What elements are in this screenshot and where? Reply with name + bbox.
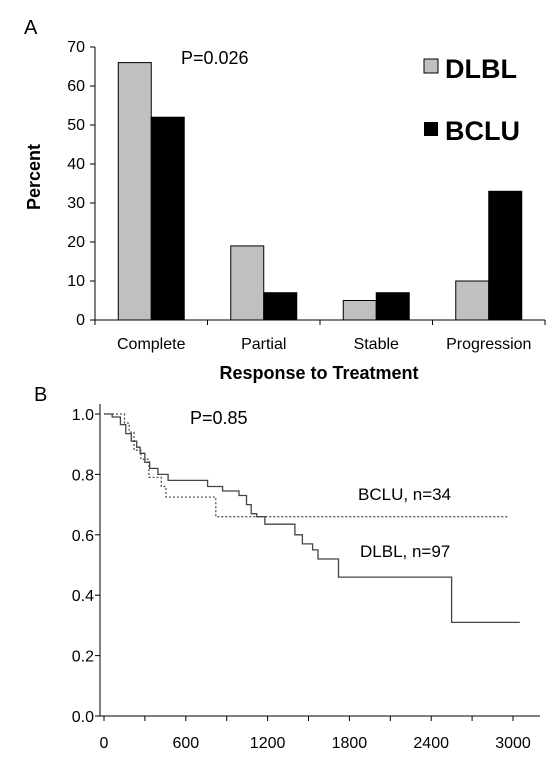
km-label-bclu: BCLU, n=34 — [358, 485, 451, 504]
bar-dlbl-partial — [230, 245, 265, 321]
panel-a-x-tick-label: Progression — [446, 336, 531, 353]
panel-a-y-tick-label: 30 — [67, 195, 85, 212]
panel-b-x-tick-label: 600 — [172, 735, 199, 752]
panel-a-x-axis-title: Response to Treatment — [219, 363, 418, 383]
panel-b-y-tick-label: 0.6 — [72, 528, 94, 545]
panel-a-x-tick-label: Complete — [117, 336, 186, 353]
bar-bclu-stable — [375, 292, 410, 321]
panel-b-y-tick-label: 1.0 — [72, 407, 94, 424]
panel-b-p-value: P=0.85 — [190, 408, 248, 428]
panel-a-legend: DLBL BCLU — [423, 54, 520, 146]
bar-dlbl-stable — [342, 300, 377, 321]
panel-a-y-tick-label: 60 — [67, 78, 85, 95]
panel-b-axes: 0.0 0.2 0.4 0.6 0.8 1.0 0 600 1200 1800 2400 3000 — [72, 404, 540, 752]
legend-label-bclu: BCLU — [445, 116, 520, 146]
panel-a-x-tick-label: Stable — [354, 336, 399, 353]
panel-a-y-tick-label: 0 — [76, 312, 85, 329]
panel-b-y-tick-label: 0.0 — [72, 709, 94, 726]
legend-label-dlbl: DLBL — [445, 54, 517, 84]
bar-dlbl-progression — [455, 280, 490, 321]
legend-swatch-bclu — [424, 122, 438, 136]
km-curve-bclu — [104, 413, 508, 518]
panel-b-x-tick-label: 1800 — [332, 735, 368, 752]
panel-a-bar-chart: A Percent Response to Treatment P=0.026 … — [24, 17, 546, 383]
panel-a-letter: A — [24, 17, 38, 39]
panel-a-bars — [117, 62, 523, 321]
panel-b-y-tick-label: 0.2 — [72, 649, 94, 666]
panel-a-y-tick-label: 20 — [67, 234, 85, 251]
panel-b-y-tick-label: 0.4 — [72, 588, 94, 605]
panel-a-p-value: P=0.026 — [181, 48, 249, 68]
panel-b-x-tick-label: 2400 — [413, 735, 449, 752]
bar-bclu-partial — [263, 292, 298, 321]
panel-a-axes: 0 10 20 30 40 50 60 70 Complete Partial Stable Prog… — [67, 39, 546, 353]
bar-bclu-progression — [488, 190, 523, 321]
panel-b-curves — [104, 413, 520, 624]
panel-a-y-tick-label: 70 — [67, 39, 85, 56]
panel-b-y-tick-label: 0.8 — [72, 467, 94, 484]
km-label-dlbl: DLBL, n=97 — [360, 542, 450, 561]
legend-swatch-dlbl — [423, 58, 439, 74]
panel-a-y-tick-label: 10 — [67, 273, 85, 290]
panel-b-survival-chart: B P=0.85 BCLU, n=34 DLBL, n=97 0.0 0.2 0.4… — [34, 384, 540, 752]
panel-a-y-tick-label: 50 — [67, 117, 85, 134]
panel-b-x-tick-label: 1200 — [250, 735, 286, 752]
bar-bclu-complete — [150, 116, 185, 321]
km-curve-dlbl — [104, 413, 520, 624]
panel-b-x-tick-label: 0 — [100, 735, 109, 752]
panel-b-x-tick-label: 3000 — [495, 735, 531, 752]
panel-a-x-tick-label: Partial — [241, 336, 286, 353]
bar-dlbl-complete — [117, 62, 152, 321]
panel-a-y-axis-title: Percent — [24, 144, 44, 210]
panel-b-letter: B — [34, 384, 47, 406]
panel-a-y-tick-label: 40 — [67, 156, 85, 173]
